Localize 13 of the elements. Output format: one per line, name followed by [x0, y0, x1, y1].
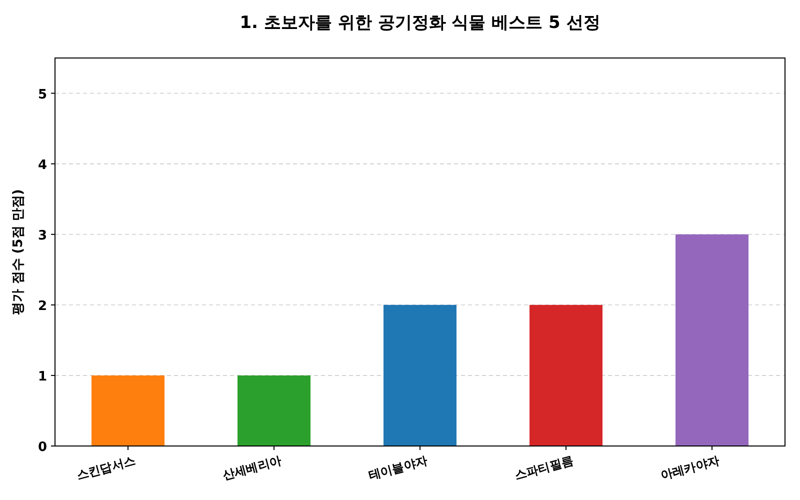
y-axis-title: 평가 점수 (5점 만점) [11, 189, 26, 315]
y-tick-label: 0 [38, 440, 47, 455]
y-tick-label: 5 [38, 87, 47, 102]
y-tick-label: 4 [38, 158, 47, 173]
chart-title: 1. 초보자를 위한 공기정화 식물 베스트 5 선정 [240, 13, 600, 33]
y-tick-label: 1 [38, 369, 47, 384]
bar [384, 304, 456, 446]
bar [530, 304, 602, 446]
bar [92, 375, 164, 446]
y-tick-label: 2 [38, 298, 47, 314]
y-tick-label: 3 [38, 228, 47, 244]
bar [676, 234, 748, 446]
bar [238, 375, 310, 446]
